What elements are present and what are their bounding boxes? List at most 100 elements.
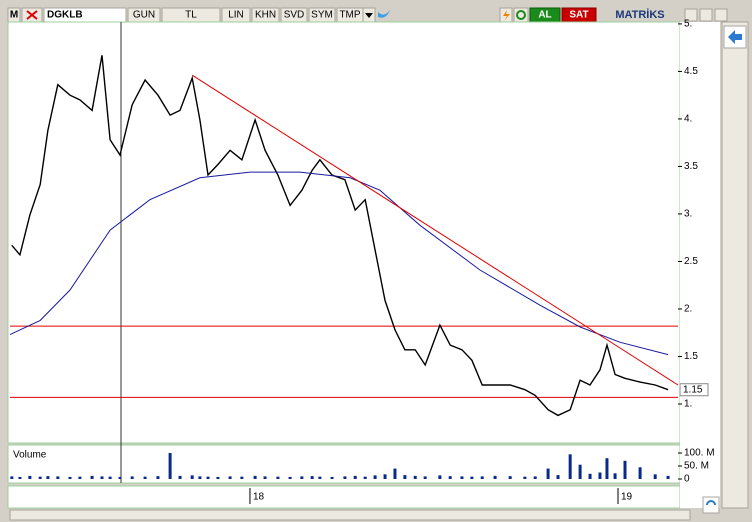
- brand: MATRİKS: [615, 8, 664, 21]
- volume-bar: [18, 476, 22, 479]
- volume-bar: [568, 454, 572, 479]
- scrollbar[interactable]: [9, 509, 691, 521]
- volume-bar: [240, 476, 244, 479]
- volume-bar: [403, 475, 407, 479]
- y-tick-label: 3.5: [684, 161, 698, 172]
- toolbar-button-label: LIN: [228, 10, 244, 21]
- volume-bar: [373, 475, 377, 479]
- volume-bar: [276, 476, 280, 479]
- volume-bar: [393, 468, 397, 479]
- buy-label: AL: [538, 10, 551, 21]
- price-panel: [7, 21, 681, 444]
- y-tick-label: 2.5: [684, 256, 698, 267]
- volume-bar: [363, 476, 367, 479]
- toolbar-button-label: KHN: [255, 10, 276, 21]
- volume-bar: [523, 476, 527, 479]
- volume-bar: [438, 475, 442, 479]
- value-axis-panel: [680, 22, 720, 508]
- y-tick-label: 2.: [684, 304, 692, 315]
- volume-bar: [288, 476, 292, 479]
- volume-bar: [448, 476, 452, 479]
- x-tick-label: 19: [621, 492, 633, 503]
- close-x: [26, 10, 38, 20]
- toolbar-buttons: GUN TL LIN KHN SVD SYM TMP: [127, 7, 364, 23]
- volume-bar: [623, 460, 627, 479]
- volume-bar: [68, 476, 72, 479]
- twitter-icon[interactable]: [378, 10, 390, 18]
- series-line: [9, 171, 669, 356]
- volume-bar: [470, 476, 474, 479]
- volume-bar: [613, 473, 617, 479]
- volume-bar: [546, 468, 550, 479]
- date-axis-panel: [7, 485, 681, 509]
- symbol-box-label: M: [10, 10, 18, 21]
- toolbar-button-label: GUN: [133, 10, 155, 21]
- volume-bar: [78, 476, 82, 479]
- volume-bar: [493, 475, 497, 479]
- y-tick-label: 1.: [684, 399, 692, 410]
- volume-bar: [598, 472, 602, 479]
- last-value-label: 1.15: [683, 384, 703, 395]
- volume-bar: [178, 475, 182, 479]
- toolbar-button-label: SYM: [311, 10, 333, 21]
- volume-bar: [206, 476, 210, 479]
- volume-bar: [190, 475, 194, 479]
- volume-bar: [56, 476, 60, 479]
- volume-bar: [413, 475, 417, 479]
- series-line: [11, 55, 669, 417]
- close-window[interactable]: [714, 8, 728, 22]
- volume-bar: [28, 475, 32, 479]
- volume-bar: [318, 476, 322, 479]
- side-panel: [721, 21, 749, 509]
- flash: [503, 10, 510, 21]
- volume-bar: [216, 476, 220, 479]
- volume-bar: [343, 476, 347, 479]
- volume-bar: [578, 464, 582, 479]
- volume-bar: [533, 476, 537, 479]
- last-value-box: [679, 383, 709, 397]
- volume-bar: [46, 476, 50, 479]
- sync: [706, 500, 716, 506]
- y-tick-label: 100. M: [684, 448, 715, 459]
- sync-icon[interactable]: [702, 496, 720, 514]
- volume-bar: [38, 476, 42, 479]
- y-tick-label: 4.: [684, 114, 692, 125]
- volume-bar: [300, 476, 304, 479]
- volume-bar: [508, 476, 512, 479]
- panel-title: Volume: [13, 450, 47, 461]
- refresh: [516, 10, 526, 20]
- volume-bar: [263, 476, 267, 479]
- volume-bar: [130, 476, 134, 479]
- volume-bar: [168, 453, 172, 479]
- minimize[interactable]: [684, 8, 698, 22]
- volume-bar: [653, 474, 657, 479]
- volume-bar: [605, 458, 609, 479]
- volume-bar: [310, 476, 314, 479]
- volume-bar: [423, 476, 427, 479]
- toolbar-button-label: TMP: [339, 10, 360, 21]
- symbol: DGKLB: [47, 10, 83, 21]
- volume-bar: [330, 476, 334, 479]
- volume-bar: [228, 476, 232, 479]
- volume-bar: [666, 475, 670, 479]
- volume-bar: [556, 475, 560, 479]
- y-tick-label: 0: [684, 474, 690, 485]
- volume-bar: [90, 475, 94, 479]
- volume-bar: [383, 474, 387, 479]
- sell-label: SAT: [569, 10, 588, 21]
- maximize[interactable]: [699, 8, 713, 22]
- volume-bar: [100, 476, 104, 479]
- series-line: [191, 74, 679, 386]
- volume-bar: [480, 476, 484, 479]
- side-arrow: [728, 30, 742, 44]
- volume-bar: [460, 476, 464, 479]
- volume-bar: [588, 473, 592, 479]
- volume-bar: [156, 476, 160, 479]
- volume-bar: [638, 467, 642, 479]
- volume-bar: [143, 476, 147, 479]
- volume-bar: [108, 476, 112, 479]
- volume-bar: [353, 475, 357, 479]
- y-tick-label: 3.: [684, 209, 692, 220]
